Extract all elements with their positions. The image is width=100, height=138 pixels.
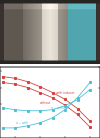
Text: $\sigma_{1\%}$ with: $\sigma_{1\%}$ with [15,120,29,128]
Text: $\sigma_{1\%}$ without: $\sigma_{1\%}$ without [50,105,70,112]
Text: without: without [40,101,51,105]
Text: with inducer: with inducer [56,91,75,95]
